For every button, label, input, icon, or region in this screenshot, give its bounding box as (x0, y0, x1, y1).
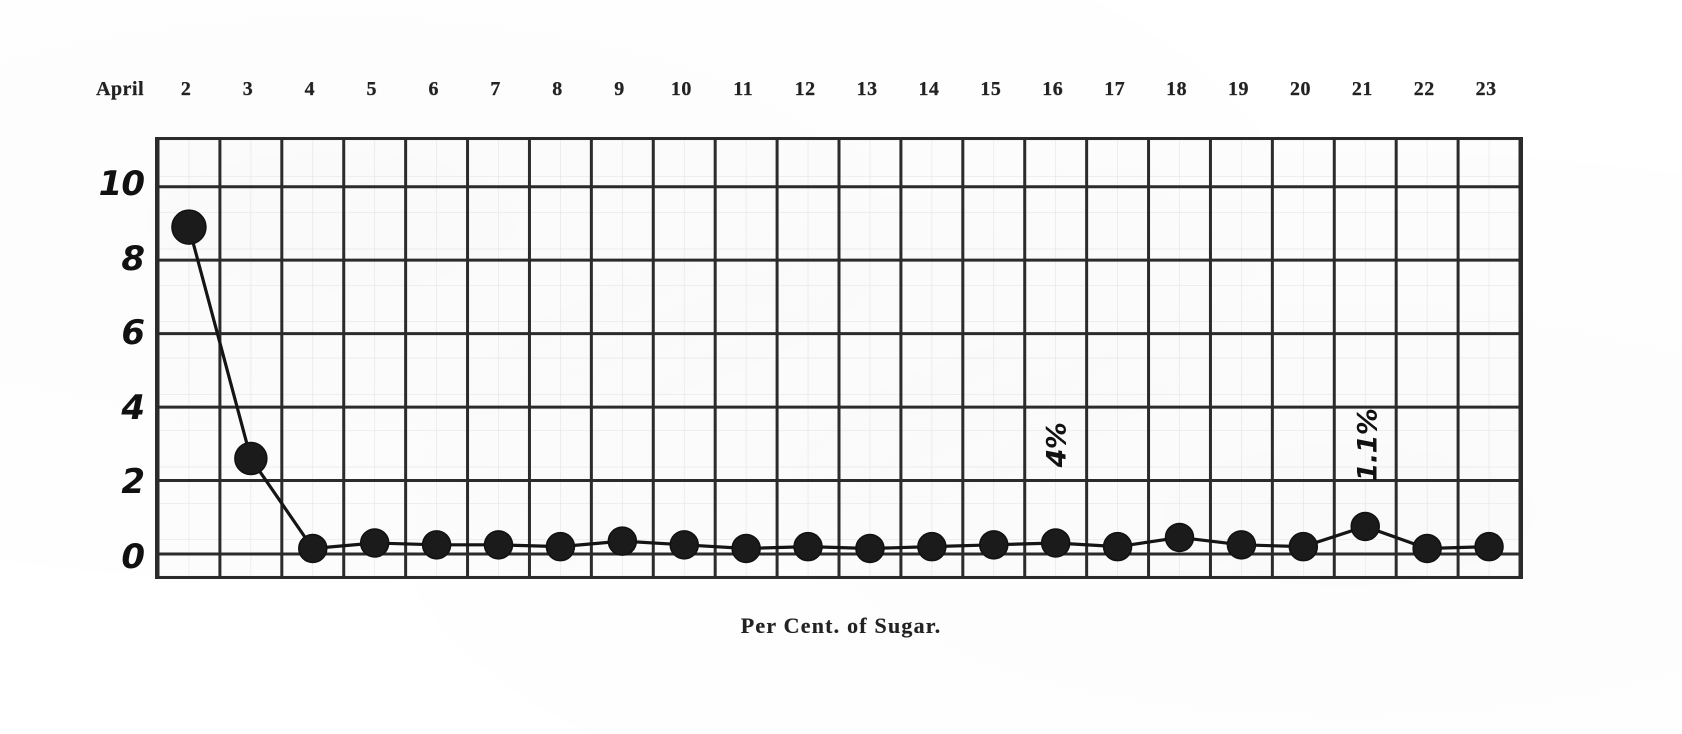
data-point-11 (731, 533, 761, 564)
date-label-2: 2 (180, 78, 192, 100)
y-tick-label-10: 10 (98, 164, 145, 205)
data-point-10 (669, 530, 699, 560)
data-point-2 (171, 209, 207, 245)
date-label-6: 6 (428, 78, 439, 100)
date-label-10: 10 (670, 78, 692, 100)
data-point-23 (1474, 531, 1504, 562)
y-tick-label-2: 2 (121, 462, 145, 503)
data-point-18 (1164, 522, 1195, 553)
month-label: April (95, 78, 145, 100)
y-tick-label-0: 0 (121, 536, 145, 577)
y-tick-label-8: 8 (121, 238, 145, 279)
data-point-3 (234, 441, 268, 476)
date-label-23: 23 (1475, 78, 1497, 100)
data-point-4 (298, 533, 328, 564)
data-point-17 (1102, 531, 1133, 562)
plot-area (155, 137, 1523, 579)
date-header-row: April 2 3 4 5 6 7 8 9 10 11 12 13 14 15 16 17 18 19 20 21 22 2… (0, 78, 1682, 114)
data-point-8 (545, 531, 576, 562)
date-label-7: 7 (490, 78, 501, 100)
date-label-18: 18 (1166, 78, 1187, 100)
data-point-21 (1350, 511, 1380, 542)
date-label-19: 19 (1227, 78, 1249, 100)
date-label-12: 12 (794, 78, 816, 100)
data-point-5 (359, 528, 390, 558)
data-point-9 (607, 526, 638, 556)
date-label-4: 4 (304, 78, 316, 100)
figure-caption: Per Cent. of Sugar. (740, 613, 942, 638)
date-label-9: 9 (614, 78, 625, 100)
data-point-6 (421, 530, 452, 560)
date-label-3: 3 (242, 78, 254, 100)
date-label-21: 21 (1351, 78, 1373, 100)
date-label-22: 22 (1413, 78, 1435, 100)
date-label-16: 16 (1042, 78, 1064, 100)
y-axis-labels: 10 8 6 4 2 0 (78, 137, 150, 607)
annotation-4: 4% (1041, 422, 1073, 468)
y-tick-label-4: 4 (121, 387, 145, 428)
date-label-13: 13 (856, 78, 878, 100)
annotation-11: 1.1% (1352, 408, 1384, 482)
y-tick-label-6: 6 (121, 313, 145, 354)
data-point-19 (1226, 530, 1257, 560)
data-point-20 (1288, 531, 1319, 562)
date-label-11: 11 (733, 78, 754, 100)
data-point-16 (1040, 528, 1071, 558)
data-point-22 (1412, 533, 1442, 564)
data-point-7 (483, 530, 514, 560)
date-label-14: 14 (918, 78, 940, 100)
date-label-8: 8 (552, 78, 563, 100)
date-label-15: 15 (980, 78, 1002, 100)
data-point-12 (793, 531, 823, 562)
date-label-17: 17 (1104, 78, 1126, 100)
data-point-14 (917, 531, 947, 562)
date-label-5: 5 (366, 78, 377, 100)
chart-grid-and-series (158, 140, 1520, 576)
date-label-20: 20 (1289, 78, 1311, 100)
data-point-15 (979, 530, 1009, 560)
data-point-13 (855, 533, 885, 564)
